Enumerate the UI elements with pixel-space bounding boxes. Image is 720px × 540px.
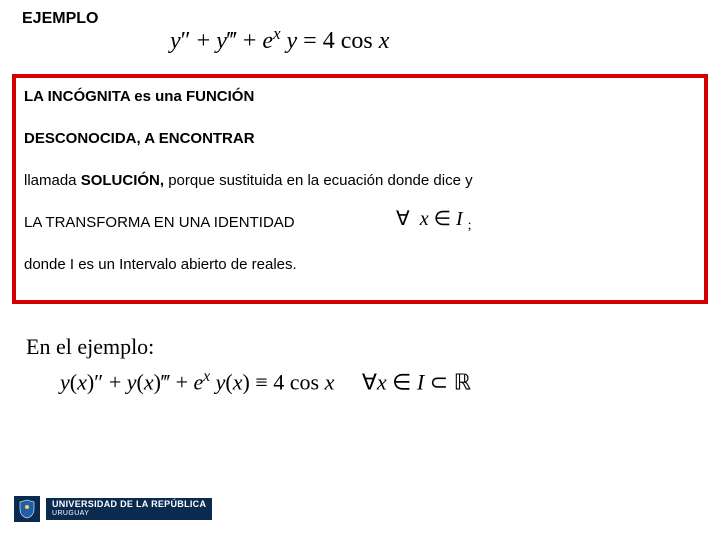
box-line-5: donde I es un Intervalo abierto de reale… — [24, 256, 297, 273]
box-line-1: LA INCÓGNITA es una FUNCIÓN — [24, 88, 254, 105]
box-line-3-pre: llamada — [24, 172, 81, 189]
logo-shield-icon — [14, 496, 40, 522]
forall-expression: ∀ x ∈ I ; — [396, 206, 472, 234]
box-line-3-bold: SOLUCIÓN, — [81, 172, 164, 189]
equation-bottom: y(x)″ + y(x)‴ + ex y(x) ≡ 4 cos x ∀x ∈ I… — [60, 368, 471, 395]
logo-sub: URUGUAY — [52, 510, 206, 518]
logo-main: UNIVERSIDAD DE LA REPÚBLICA — [52, 500, 206, 510]
box-line-4: LA TRANSFORMA EN UNA IDENTIDAD — [24, 214, 295, 231]
example-label: En el ejemplo: — [26, 334, 154, 360]
definition-box: LA INCÓGNITA es una FUNCIÓN DESCONOCIDA,… — [12, 74, 708, 304]
box-line-2: DESCONOCIDA, A ENCONTRAR — [24, 130, 255, 147]
university-logo: UNIVERSIDAD DE LA REPÚBLICA URUGUAY — [14, 496, 212, 522]
logo-text: UNIVERSIDAD DE LA REPÚBLICA URUGUAY — [46, 498, 212, 521]
box-line-3: llamada SOLUCIÓN, porque sustituida en l… — [24, 172, 473, 189]
example-heading: EJEMPLO — [22, 10, 98, 28]
box-line-3-post: porque sustituida en la ecuación donde d… — [164, 172, 473, 189]
equation-top: y″ + y‴ + ex y = 4 cos x — [170, 24, 389, 55]
